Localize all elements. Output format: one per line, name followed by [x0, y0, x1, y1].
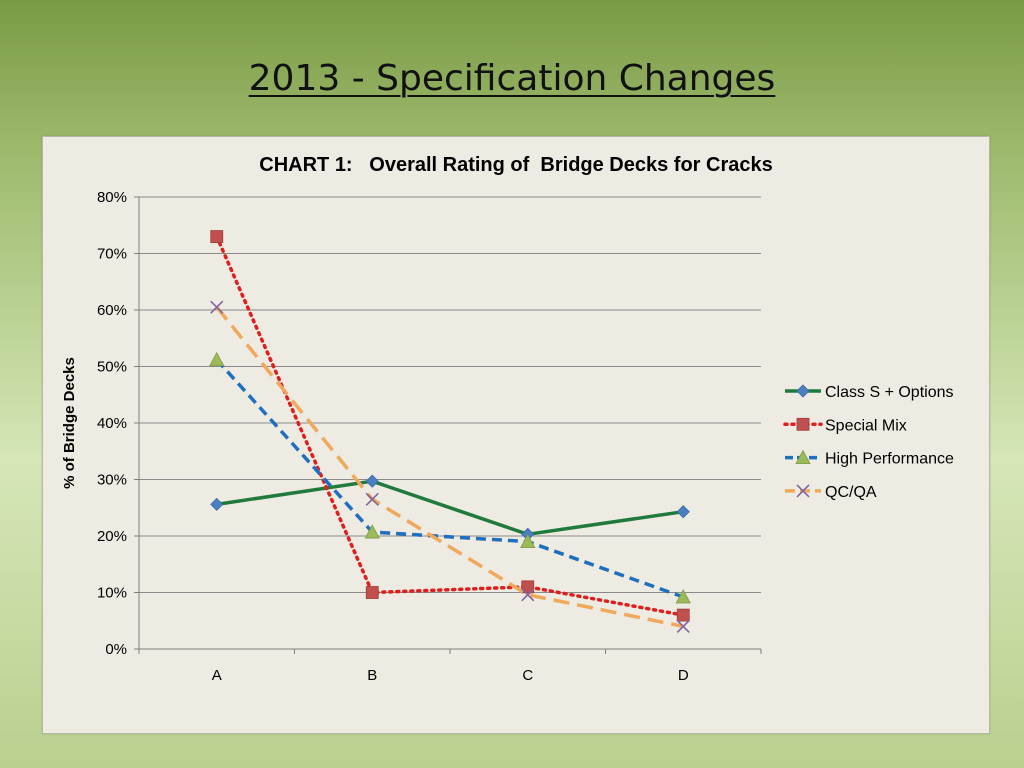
data-point-marker	[520, 533, 536, 549]
chart-panel: CHART 1: Overall Rating of Bridge Decks …	[42, 136, 990, 734]
y-tick-label: 70%	[97, 246, 127, 263]
series-line	[215, 358, 684, 599]
data-point-marker	[210, 497, 224, 511]
data-point-marker	[209, 351, 225, 367]
series-line	[215, 234, 685, 617]
data-point-marker	[795, 449, 811, 465]
data-point-marker	[365, 586, 379, 599]
x-tick-label: B	[367, 667, 377, 684]
slide-title: 2013 - Specification Changes	[248, 58, 776, 99]
y-tick-label: 80%	[97, 189, 127, 206]
data-point-marker	[796, 417, 810, 431]
y-tick-label: 30%	[97, 472, 127, 489]
data-point-marker	[675, 589, 691, 604]
data-point-marker	[210, 230, 224, 243]
data-point-marker	[365, 492, 379, 506]
data-point-marker	[364, 524, 380, 539]
legend-item: High Performance	[785, 449, 954, 468]
y-tick-label: 20%	[97, 528, 127, 545]
legend-label: QC/QA	[825, 484, 877, 501]
series-lines	[209, 230, 691, 633]
series-qc-qa	[210, 300, 690, 633]
y-axis-label: % of Bridge Decks	[61, 357, 78, 489]
y-tick-label: 50%	[97, 359, 127, 376]
data-point-marker	[521, 588, 535, 602]
data-point-marker	[676, 505, 690, 519]
data-point-marker	[676, 608, 690, 622]
data-point-marker	[796, 384, 810, 398]
legend-label: High Performance	[825, 451, 954, 468]
legend-label: Class S + Options	[825, 384, 954, 401]
data-point-marker	[521, 580, 535, 594]
y-tick-label: 0%	[105, 641, 127, 658]
y-tick-label: 60%	[97, 302, 127, 319]
x-tick-label: D	[678, 667, 689, 684]
chart-title: CHART 1: Overall Rating of Bridge Decks …	[259, 154, 772, 176]
y-tick-label: 40%	[97, 415, 127, 432]
data-point-marker	[676, 619, 690, 633]
x-tick-label: A	[212, 667, 222, 684]
legend-item: Class S + Options	[785, 384, 954, 401]
y-tick-label: 10%	[97, 585, 127, 602]
x-tick-label: C	[522, 667, 533, 684]
series-class-s-options	[210, 474, 690, 541]
gridlines: 0% 10% 20% 30% 40% 50% 60% 70% 80%	[97, 189, 761, 658]
legend-item: Special Mix	[783, 417, 907, 434]
series-line	[215, 306, 684, 629]
legend-item: QC/QA	[785, 484, 877, 501]
series-line	[216, 479, 684, 537]
legend-label: Special Mix	[825, 417, 907, 434]
series-high-performance	[209, 351, 691, 604]
series-special-mix	[210, 230, 690, 622]
data-point-marker	[210, 300, 224, 314]
data-point-marker	[796, 484, 810, 498]
axes: A B C D	[134, 196, 762, 684]
line-chart: CHART 1: Overall Rating of Bridge Decks …	[61, 154, 954, 684]
data-point-marker	[365, 474, 379, 488]
legend: Class S + Options Special Mix High Perform…	[783, 384, 954, 501]
